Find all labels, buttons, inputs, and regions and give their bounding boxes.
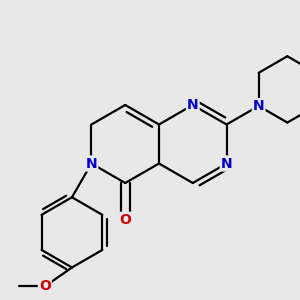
Text: N: N: [85, 157, 97, 170]
Text: N: N: [253, 99, 264, 113]
Text: O: O: [39, 280, 51, 293]
Text: O: O: [119, 213, 131, 227]
Text: N: N: [187, 98, 199, 112]
Text: N: N: [221, 157, 232, 170]
